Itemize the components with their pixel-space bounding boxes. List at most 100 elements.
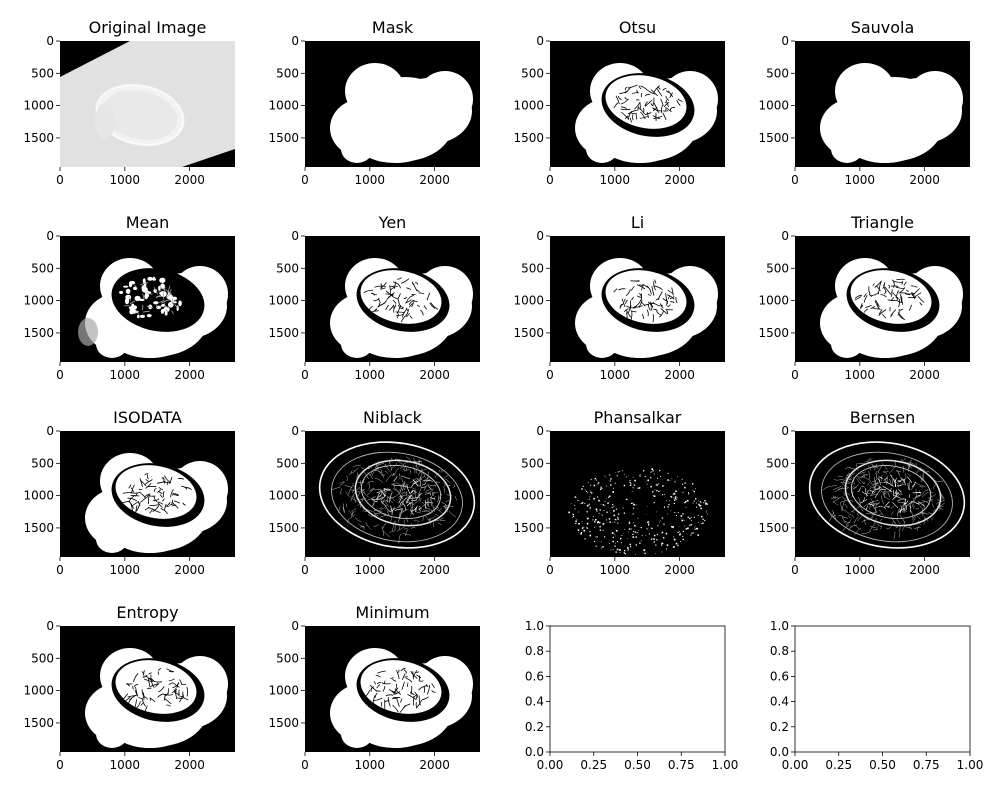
y-tick-label: 0	[46, 619, 54, 633]
y-tick-label: 1500	[268, 521, 299, 535]
panel-title: Triangle	[850, 213, 914, 232]
panel-isodata: ISODATA	[60, 408, 235, 557]
x-tick-label: 2000	[419, 758, 450, 772]
y-tick-label: 1.0	[525, 619, 544, 633]
empty-axes	[794, 625, 971, 753]
panel-entropy: Entropy	[60, 603, 235, 752]
panel-title: Mean	[126, 213, 170, 232]
y-tick-label: 1500	[268, 131, 299, 145]
panel-title: Minimum	[355, 603, 429, 622]
x-tick-label: 1.00	[712, 758, 739, 772]
empty-axes	[549, 625, 726, 753]
y-tick-label: 500	[31, 261, 54, 275]
x-tick-label: 2000	[174, 563, 205, 577]
y-tick-label: 500	[766, 456, 789, 470]
y-tick-label: 500	[521, 261, 544, 275]
y-tick-label: 500	[31, 456, 54, 470]
y-tick-label: 1500	[268, 326, 299, 340]
panel-image-yen	[305, 236, 480, 362]
y-tick-label: 1000	[268, 489, 299, 503]
x-tick-label: 2000	[664, 173, 695, 187]
x-tick-label: 0	[546, 173, 554, 187]
x-tick-label: 1000	[600, 368, 631, 382]
panel-title: Niblack	[363, 408, 423, 427]
x-tick-label: 0	[301, 173, 309, 187]
x-tick-label: 0	[546, 368, 554, 382]
panel-mask: Mask	[305, 18, 480, 167]
y-tick-label: 1000	[513, 294, 544, 308]
y-tick-label: 500	[766, 261, 789, 275]
panel-title: Li	[631, 213, 644, 232]
panel-empty-14	[549, 625, 726, 753]
x-tick-label: 0	[791, 368, 799, 382]
y-tick-label: 1000	[23, 489, 54, 503]
panel-mean: Mean	[60, 213, 235, 362]
x-tick-label: 2000	[419, 563, 450, 577]
x-tick-label: 0.75	[913, 758, 940, 772]
x-tick-label: 2000	[664, 368, 695, 382]
y-tick-label: 0.8	[525, 644, 544, 658]
panel-title: Original Image	[89, 18, 207, 37]
x-tick-label: 0	[56, 563, 64, 577]
x-tick-label: 1000	[845, 563, 876, 577]
y-tick-label: 1500	[23, 716, 54, 730]
y-tick-label: 0.2	[525, 720, 544, 734]
panel-title: Otsu	[619, 18, 656, 37]
panel-image-phansalkar	[550, 431, 725, 557]
y-tick-label: 0	[536, 229, 544, 243]
x-tick-label: 1000	[110, 368, 141, 382]
y-tick-label: 1500	[758, 521, 789, 535]
y-tick-label: 0	[46, 34, 54, 48]
panel-image-li	[550, 236, 725, 362]
y-tick-label: 500	[521, 66, 544, 80]
y-tick-label: 0.4	[525, 695, 544, 709]
y-tick-label: 1000	[23, 99, 54, 113]
panel-yen: Yen	[305, 213, 480, 362]
x-tick-label: 2000	[174, 368, 205, 382]
y-tick-label: 1500	[23, 131, 54, 145]
panel-title: ISODATA	[113, 408, 182, 427]
y-tick-label: 0.2	[770, 720, 789, 734]
x-tick-label: 0.25	[580, 758, 607, 772]
x-tick-label: 2000	[909, 563, 940, 577]
y-tick-label: 500	[276, 456, 299, 470]
panel-image-mask	[305, 41, 480, 167]
y-tick-label: 0	[291, 424, 299, 438]
panel-sauvola: Sauvola	[795, 18, 970, 167]
x-tick-label: 2000	[909, 368, 940, 382]
y-tick-label: 1500	[513, 326, 544, 340]
y-tick-label: 0	[46, 424, 54, 438]
x-tick-label: 0.25	[825, 758, 852, 772]
y-tick-label: 1000	[758, 99, 789, 113]
x-tick-label: 0.50	[869, 758, 896, 772]
panel-image-original-image	[60, 41, 235, 167]
panel-image-minimum	[305, 626, 480, 752]
panel-image-mean	[60, 236, 235, 362]
y-tick-label: 0.8	[770, 644, 789, 658]
x-tick-label: 1000	[600, 563, 631, 577]
y-tick-label: 1000	[268, 99, 299, 113]
x-tick-label: 1000	[845, 173, 876, 187]
y-tick-label: 1000	[513, 489, 544, 503]
x-tick-label: 1000	[355, 368, 386, 382]
x-tick-label: 1000	[110, 173, 141, 187]
panel-title: Phansalkar	[594, 408, 682, 427]
x-tick-label: 0	[791, 173, 799, 187]
x-tick-label: 1000	[355, 563, 386, 577]
x-tick-label: 0.50	[624, 758, 651, 772]
y-tick-label: 0	[536, 424, 544, 438]
panel-title: Yen	[378, 213, 407, 232]
x-tick-label: 2000	[909, 173, 940, 187]
y-tick-label: 0.4	[770, 695, 789, 709]
y-tick-label: 0	[536, 34, 544, 48]
panel-original-image: Original Image	[60, 18, 235, 167]
y-tick-label: 500	[521, 456, 544, 470]
y-tick-label: 500	[31, 651, 54, 665]
panel-image-sauvola	[795, 41, 970, 167]
x-tick-label: 1.00	[957, 758, 984, 772]
y-tick-label: 500	[766, 66, 789, 80]
panel-empty-15	[794, 625, 971, 753]
x-tick-label: 2000	[419, 368, 450, 382]
y-tick-label: 1000	[758, 294, 789, 308]
